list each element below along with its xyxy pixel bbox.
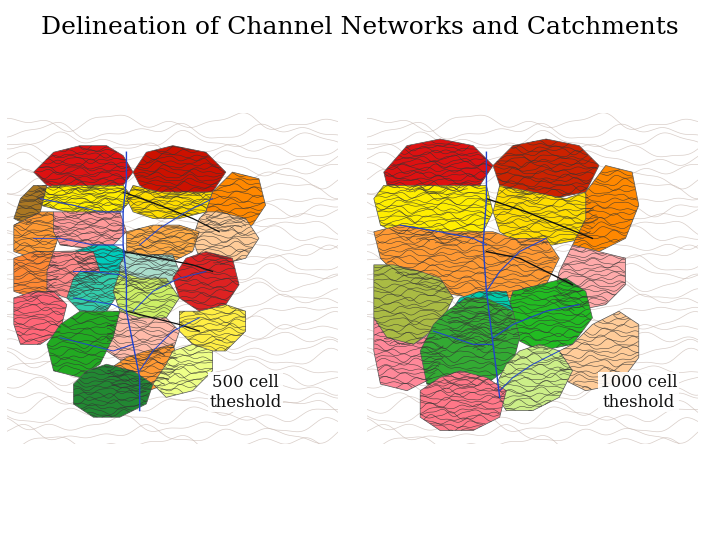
Polygon shape — [73, 364, 153, 417]
Polygon shape — [133, 146, 226, 199]
Polygon shape — [572, 165, 639, 252]
Polygon shape — [446, 292, 513, 351]
Polygon shape — [374, 225, 559, 298]
Polygon shape — [153, 345, 212, 397]
Polygon shape — [53, 212, 127, 248]
Text: 1000 cell
theshold: 1000 cell theshold — [600, 374, 678, 410]
Polygon shape — [14, 252, 60, 298]
Polygon shape — [420, 298, 520, 391]
Text: Delineation of Channel Networks and Catchments: Delineation of Channel Networks and Catc… — [41, 16, 679, 39]
Polygon shape — [120, 252, 179, 292]
Polygon shape — [493, 139, 599, 199]
Polygon shape — [47, 252, 100, 298]
Polygon shape — [559, 311, 639, 391]
Polygon shape — [34, 185, 133, 215]
Polygon shape — [113, 272, 179, 325]
Polygon shape — [420, 371, 506, 430]
Text: 500 cell
theshold: 500 cell theshold — [210, 374, 282, 410]
Polygon shape — [47, 311, 120, 377]
Polygon shape — [14, 185, 47, 225]
Polygon shape — [107, 311, 179, 364]
Polygon shape — [127, 225, 199, 261]
Polygon shape — [193, 212, 259, 265]
Polygon shape — [14, 212, 60, 258]
Polygon shape — [127, 185, 212, 219]
Polygon shape — [173, 252, 239, 311]
Polygon shape — [384, 139, 493, 195]
Polygon shape — [374, 318, 446, 391]
Polygon shape — [107, 345, 179, 394]
Polygon shape — [67, 272, 120, 311]
Polygon shape — [493, 185, 599, 245]
Polygon shape — [179, 305, 246, 351]
Polygon shape — [493, 345, 572, 410]
Polygon shape — [14, 292, 67, 345]
Polygon shape — [206, 172, 266, 232]
Polygon shape — [374, 265, 454, 345]
Polygon shape — [553, 245, 626, 311]
Polygon shape — [374, 185, 493, 245]
Polygon shape — [73, 245, 127, 278]
Polygon shape — [506, 278, 593, 351]
Polygon shape — [34, 146, 133, 192]
